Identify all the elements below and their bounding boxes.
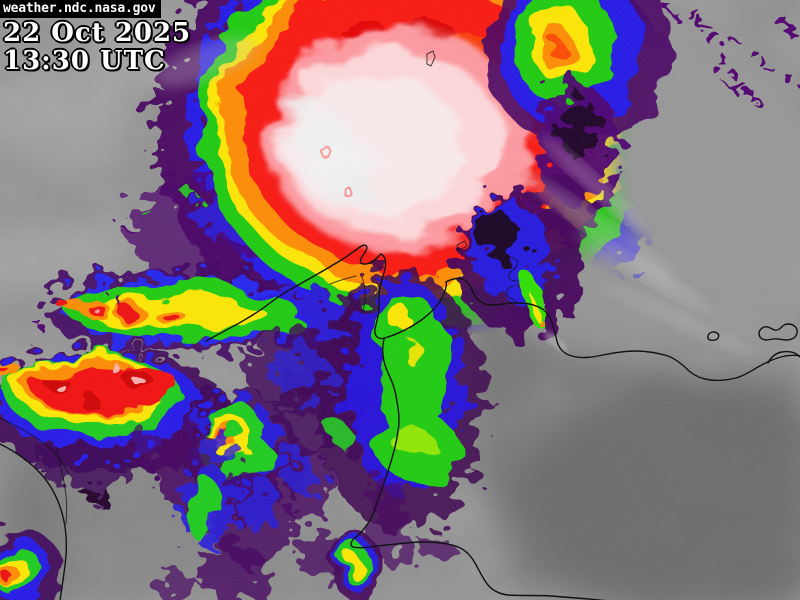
timestamp-time: 13:30 UTC (3, 46, 166, 76)
source-url-label: weather.ndc.nasa.gov (0, 0, 161, 18)
timestamp-date: 22 Oct 2025 (3, 18, 192, 48)
